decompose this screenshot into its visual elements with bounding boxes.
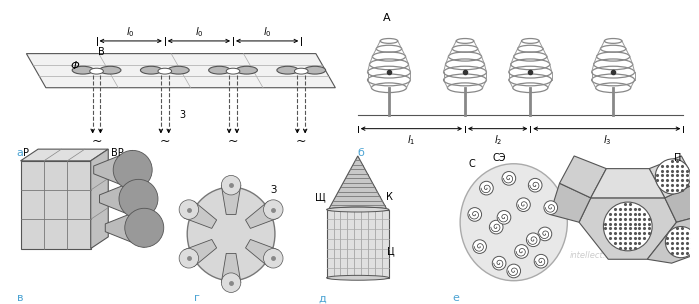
Ellipse shape [113, 150, 152, 189]
Circle shape [526, 233, 540, 247]
Polygon shape [579, 198, 677, 259]
Circle shape [514, 245, 528, 258]
Text: ~: ~ [296, 135, 306, 148]
Circle shape [603, 202, 652, 251]
Circle shape [468, 208, 482, 221]
Ellipse shape [236, 66, 257, 74]
Text: ~: ~ [92, 135, 102, 148]
Polygon shape [245, 201, 278, 228]
Text: СЭ: СЭ [492, 153, 506, 163]
Text: б: б [358, 148, 365, 158]
Ellipse shape [264, 249, 283, 268]
Text: е: е [452, 293, 459, 303]
Circle shape [473, 240, 487, 254]
Ellipse shape [304, 66, 326, 74]
Text: ВР: ВР [111, 148, 124, 158]
Circle shape [489, 220, 503, 234]
Text: Φ: Φ [71, 61, 80, 71]
Text: С: С [468, 159, 475, 169]
Text: ~: ~ [159, 135, 170, 148]
Ellipse shape [460, 164, 568, 281]
Polygon shape [94, 150, 133, 189]
Text: Щ: Щ [315, 192, 326, 202]
Ellipse shape [179, 249, 199, 268]
Text: В: В [98, 47, 105, 57]
Ellipse shape [294, 68, 308, 74]
Circle shape [528, 178, 542, 192]
Polygon shape [245, 240, 278, 267]
Polygon shape [550, 183, 591, 222]
Circle shape [497, 211, 511, 224]
Text: К: К [386, 192, 392, 202]
Polygon shape [222, 254, 241, 283]
Text: Ц: Ц [387, 247, 395, 257]
Text: Р: Р [24, 148, 29, 158]
Circle shape [538, 227, 552, 241]
Text: З: З [271, 185, 277, 195]
Text: ~: ~ [228, 135, 238, 148]
Circle shape [544, 201, 558, 214]
Polygon shape [665, 183, 699, 222]
Ellipse shape [209, 66, 230, 74]
Ellipse shape [326, 275, 389, 280]
Circle shape [492, 256, 506, 270]
Text: $l_1$: $l_1$ [408, 133, 415, 147]
Polygon shape [559, 156, 606, 198]
Text: а: а [17, 148, 24, 158]
Polygon shape [329, 156, 387, 209]
Text: г: г [194, 293, 200, 303]
Polygon shape [649, 156, 696, 198]
Ellipse shape [72, 66, 94, 74]
Ellipse shape [222, 175, 241, 195]
Polygon shape [222, 185, 241, 214]
Ellipse shape [89, 68, 103, 74]
Circle shape [480, 181, 493, 195]
Circle shape [502, 171, 516, 185]
Circle shape [665, 226, 697, 258]
Text: $l_0$: $l_0$ [263, 25, 271, 39]
Ellipse shape [187, 187, 275, 281]
Ellipse shape [329, 207, 387, 212]
Ellipse shape [99, 66, 121, 74]
Ellipse shape [168, 66, 189, 74]
Circle shape [517, 198, 531, 212]
Text: в: в [17, 293, 23, 303]
Text: $l_0$: $l_0$ [127, 25, 135, 39]
Text: $l_0$: $l_0$ [194, 25, 203, 39]
Text: д: д [319, 293, 326, 303]
Polygon shape [184, 240, 217, 267]
Ellipse shape [222, 273, 241, 292]
Polygon shape [91, 149, 108, 249]
Polygon shape [20, 149, 108, 161]
Ellipse shape [119, 179, 158, 218]
Polygon shape [647, 214, 699, 263]
Ellipse shape [179, 200, 199, 219]
Ellipse shape [226, 68, 240, 74]
Ellipse shape [140, 66, 162, 74]
Polygon shape [106, 208, 144, 247]
Ellipse shape [125, 208, 164, 247]
Text: П: П [674, 153, 682, 163]
Ellipse shape [277, 66, 298, 74]
Bar [326, 209, 389, 278]
Text: $l_3$: $l_3$ [603, 133, 611, 147]
Polygon shape [27, 54, 336, 88]
Polygon shape [591, 169, 665, 198]
Ellipse shape [158, 68, 172, 74]
Circle shape [656, 159, 691, 194]
Text: А: А [383, 12, 391, 22]
Ellipse shape [326, 207, 389, 212]
Ellipse shape [264, 200, 283, 219]
Text: intellect.icu: intellect.icu [570, 251, 618, 260]
Text: 3: 3 [179, 110, 185, 120]
Text: $l_2$: $l_2$ [493, 133, 502, 147]
Polygon shape [20, 161, 91, 249]
Polygon shape [99, 179, 138, 218]
Circle shape [507, 264, 521, 278]
Circle shape [534, 254, 548, 268]
Polygon shape [184, 201, 217, 228]
